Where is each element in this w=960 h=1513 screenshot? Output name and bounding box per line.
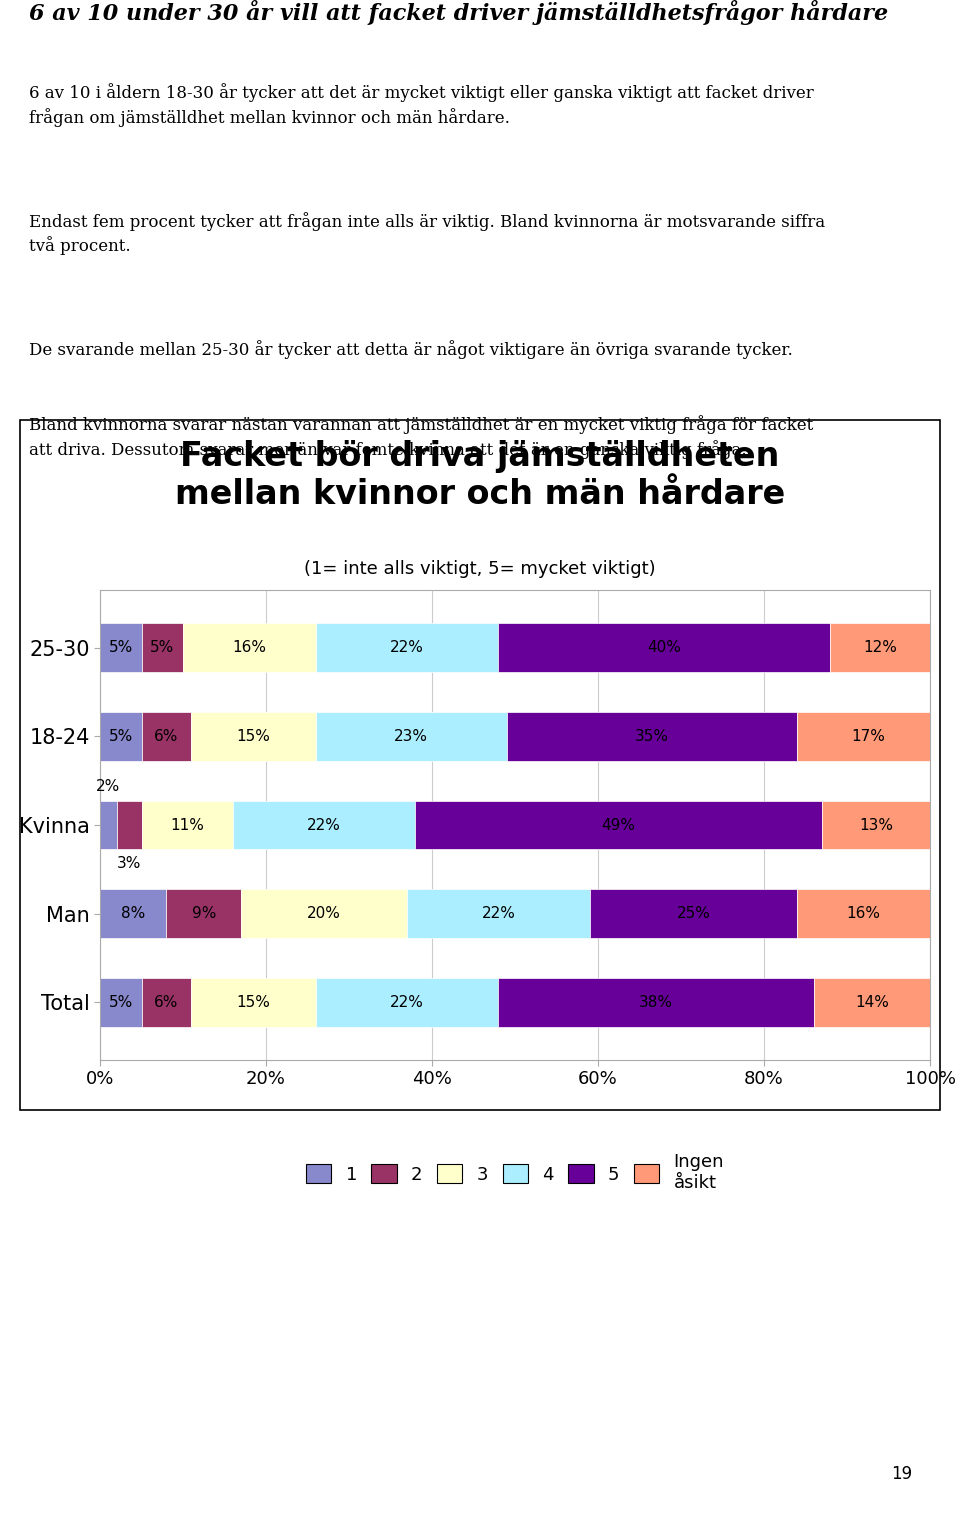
Bar	[141, 800, 233, 849]
Text: 49%: 49%	[602, 817, 636, 832]
Text: 16%: 16%	[232, 640, 266, 655]
Text: 22%: 22%	[390, 996, 424, 1009]
Text: 2%: 2%	[96, 779, 120, 794]
Text: 22%: 22%	[390, 640, 424, 655]
Text: 17%: 17%	[851, 729, 885, 744]
Bar	[100, 623, 141, 672]
Text: 6 av 10 i åldern 18-30 år tycker att det är mycket viktigt eller ganska viktigt : 6 av 10 i åldern 18-30 år tycker att det…	[29, 83, 813, 127]
Bar	[416, 800, 822, 849]
Text: 6 av 10 under 30 år vill att facket driver jämställdhetsfrågor hårdare: 6 av 10 under 30 år vill att facket driv…	[29, 0, 888, 26]
Bar	[183, 623, 316, 672]
Text: Bland kvinnorna svarar nästan varannan att jämställdhet är en mycket viktig fråg: Bland kvinnorna svarar nästan varannan a…	[29, 415, 813, 458]
Bar	[316, 977, 498, 1027]
Bar	[100, 890, 166, 938]
Bar	[797, 890, 930, 938]
Text: Endast fem procent tycker att frågan inte alls är viktig. Bland kvinnorna är mot: Endast fem procent tycker att frågan int…	[29, 212, 825, 256]
Text: 11%: 11%	[170, 817, 204, 832]
Text: 6%: 6%	[155, 996, 179, 1009]
Text: 15%: 15%	[236, 729, 271, 744]
Bar	[100, 800, 116, 849]
Text: 20%: 20%	[307, 906, 341, 921]
Text: 6%: 6%	[155, 729, 179, 744]
Legend: 1, 2, 3, 4, 5, Ingen
åsikt: 1, 2, 3, 4, 5, Ingen åsikt	[306, 1153, 724, 1192]
Bar	[116, 800, 141, 849]
Bar	[822, 800, 930, 849]
Text: 16%: 16%	[847, 906, 880, 921]
Bar	[507, 713, 797, 761]
Text: De svarande mellan 25-30 år tycker att detta är något viktigare än övriga svaran: De svarande mellan 25-30 år tycker att d…	[29, 340, 793, 359]
Bar	[316, 623, 498, 672]
Text: 14%: 14%	[855, 996, 889, 1009]
Text: Facket bör driva jämställdheten
mellan kvinnor och män hårdare: Facket bör driva jämställdheten mellan k…	[175, 440, 785, 511]
Text: 22%: 22%	[307, 817, 341, 832]
Text: 9%: 9%	[192, 906, 216, 921]
Text: 5%: 5%	[108, 996, 132, 1009]
Text: 12%: 12%	[863, 640, 898, 655]
Text: 15%: 15%	[236, 996, 271, 1009]
Bar	[191, 977, 316, 1027]
Bar	[166, 890, 241, 938]
Text: (1= inte alls viktigt, 5= mycket viktigt): (1= inte alls viktigt, 5= mycket viktigt…	[304, 560, 656, 578]
Bar	[830, 623, 930, 672]
Bar	[498, 977, 814, 1027]
Text: 5%: 5%	[108, 640, 132, 655]
Text: 8%: 8%	[121, 906, 145, 921]
Text: 23%: 23%	[395, 729, 428, 744]
Text: 5%: 5%	[108, 729, 132, 744]
Bar	[100, 977, 141, 1027]
Text: 5%: 5%	[150, 640, 175, 655]
Text: 35%: 35%	[635, 729, 669, 744]
Text: 25%: 25%	[677, 906, 710, 921]
Bar	[498, 623, 830, 672]
Bar	[100, 713, 141, 761]
Text: 38%: 38%	[639, 996, 673, 1009]
Bar	[141, 713, 191, 761]
Text: 13%: 13%	[859, 817, 893, 832]
Bar	[797, 713, 938, 761]
Bar	[141, 977, 191, 1027]
Bar	[233, 800, 416, 849]
Bar	[814, 977, 930, 1027]
Text: 40%: 40%	[647, 640, 682, 655]
Text: 3%: 3%	[117, 855, 141, 870]
Bar	[589, 890, 797, 938]
Text: 22%: 22%	[482, 906, 516, 921]
Bar	[407, 890, 589, 938]
Bar	[241, 890, 407, 938]
Bar	[316, 713, 507, 761]
Bar	[191, 713, 316, 761]
Text: 19: 19	[891, 1465, 912, 1483]
Bar	[141, 623, 183, 672]
